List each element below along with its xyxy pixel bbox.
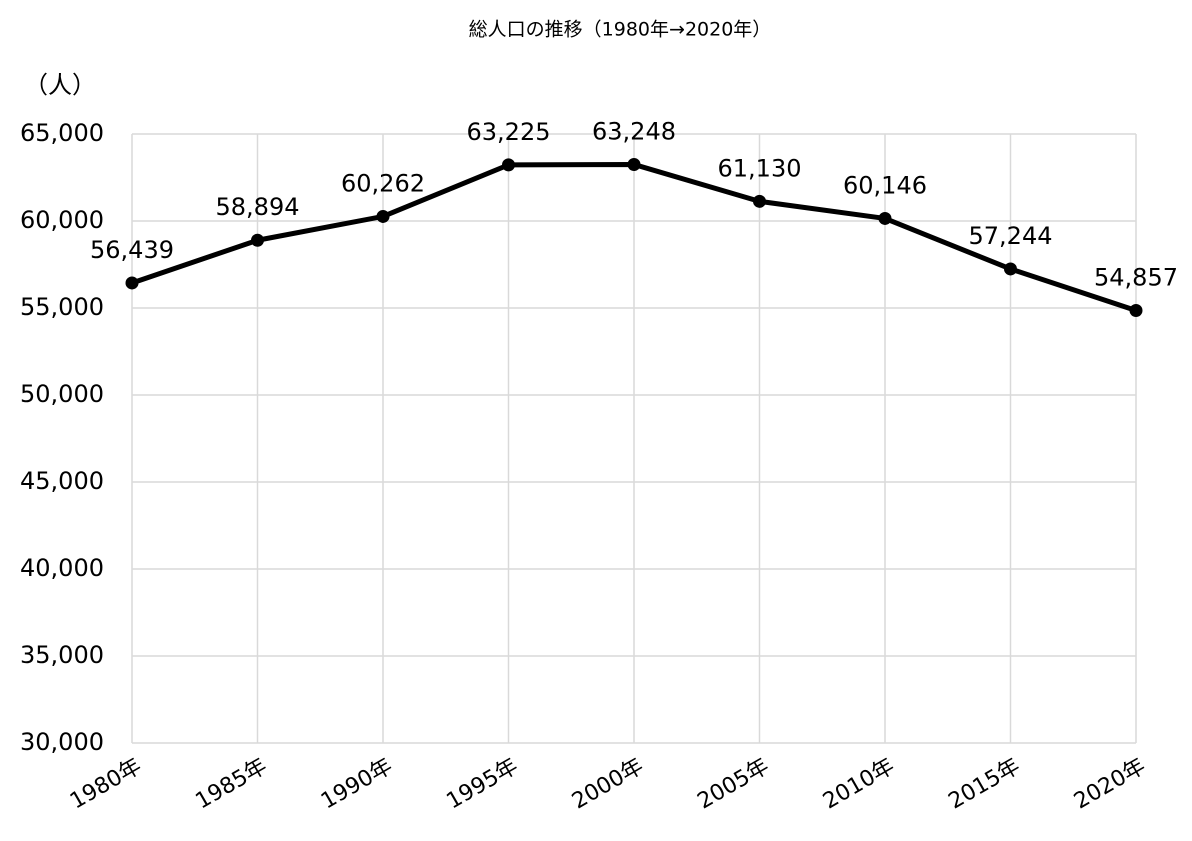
x-tick-label: 1980年 [66, 754, 146, 815]
y-axis-label: （人） [24, 71, 96, 99]
point [502, 158, 515, 172]
point [376, 209, 390, 223]
y-tick-label: 65,000 [20, 119, 104, 147]
point [753, 194, 766, 208]
point [1004, 262, 1017, 276]
y-tick-label: 30,000 [20, 728, 104, 756]
data-label: 54,857 [1094, 263, 1178, 291]
data-label: 60,146 [843, 171, 927, 199]
data-label: 61,130 [718, 154, 802, 182]
x-tick-label: 2010年 [819, 754, 899, 815]
point [251, 233, 264, 247]
point [878, 211, 892, 225]
chart-title: 総人口の推移（1980年→2020年） [469, 19, 772, 41]
point [125, 276, 139, 290]
data-label: 57,244 [969, 222, 1053, 250]
y-tick-label: 60,000 [20, 206, 104, 234]
x-tick-label: 2020年 [1070, 754, 1150, 815]
x-tick-label: 2000年 [568, 754, 648, 815]
data-label: 56,439 [90, 236, 174, 264]
y-tick-label: 45,000 [20, 467, 104, 495]
y-tick-label: 50,000 [20, 380, 104, 408]
y-tick-label: 35,000 [20, 641, 104, 669]
data-label: 60,262 [341, 169, 425, 197]
data-label: 63,248 [592, 117, 676, 145]
x-tick-label: 2015年 [944, 754, 1024, 815]
point [1129, 303, 1143, 317]
data-label: 58,894 [216, 193, 300, 221]
point [627, 157, 641, 171]
x-tick-label: 2005年 [693, 754, 773, 815]
x-tick-label: 1990年 [317, 754, 397, 815]
x-tick-label: 1985年 [191, 754, 271, 815]
y-tick-label: 55,000 [20, 293, 104, 321]
y-tick-label: 40,000 [20, 554, 104, 582]
x-tick-label: 1995年 [442, 754, 522, 815]
data-label: 63,225 [467, 118, 551, 146]
